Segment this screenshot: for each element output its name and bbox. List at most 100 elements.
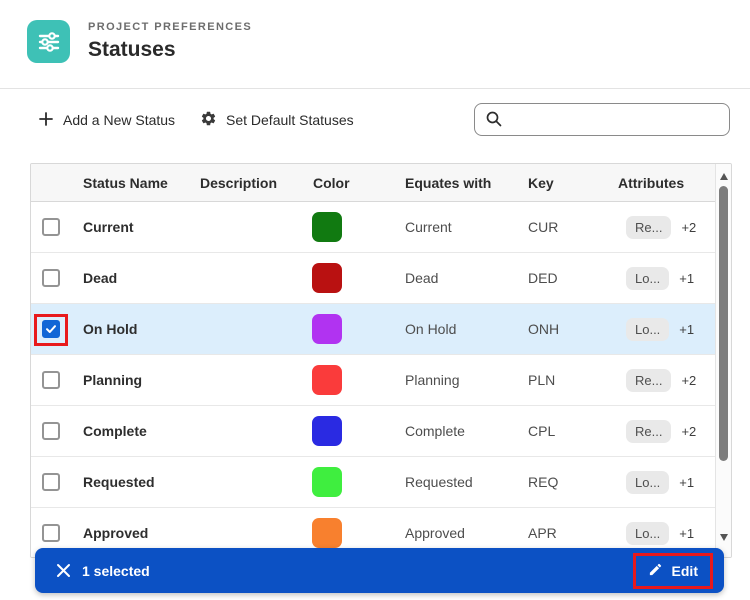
search-box <box>474 103 730 136</box>
attribute-chip[interactable]: Re... <box>626 419 672 443</box>
attributes-cell: Re... +2 <box>606 355 715 405</box>
table-row[interactable]: On Hold On Hold ONH Lo... +1 <box>31 304 715 355</box>
color-cell <box>301 202 393 252</box>
table-body: Current Current CUR Re... +2 Dead Dead D… <box>31 202 731 557</box>
color-cell <box>301 355 393 405</box>
color-cell <box>301 304 393 354</box>
search-icon <box>485 110 503 133</box>
color-cell <box>301 457 393 507</box>
equates-cell: Dead <box>405 270 439 286</box>
color-cell <box>301 253 393 303</box>
attribute-chip[interactable]: Re... <box>626 215 672 239</box>
color-swatch[interactable] <box>312 518 342 548</box>
color-swatch[interactable] <box>312 263 342 293</box>
checkbox-cell <box>31 253 71 303</box>
attribute-chip[interactable]: Lo... <box>626 470 670 494</box>
status-name: Requested <box>83 474 155 490</box>
checkbox-cell <box>31 508 71 557</box>
statuses-table: Status Name Description Color Equates wi… <box>30 163 732 558</box>
equates-cell: On Hold <box>405 321 457 337</box>
edit-button-label: Edit <box>671 562 698 579</box>
row-checkbox[interactable] <box>42 269 60 287</box>
key-cell: PLN <box>528 372 556 388</box>
table-header-row: Status Name Description Color Equates wi… <box>31 164 715 202</box>
key-cell: APR <box>528 525 557 541</box>
table-row[interactable]: Requested Requested REQ Lo... +1 <box>31 457 715 508</box>
checkbox-cell <box>31 304 71 354</box>
add-new-status-button[interactable]: Add a New Status <box>38 110 175 130</box>
plus-icon <box>38 111 54 130</box>
set-default-statuses-label: Set Default Statuses <box>226 112 354 128</box>
color-swatch[interactable] <box>312 467 342 497</box>
description-cell <box>188 406 301 456</box>
table-row[interactable]: Complete Complete CPL Re... +2 <box>31 406 715 457</box>
key-cell: CPL <box>528 423 556 439</box>
breadcrumb-category: PROJECT PREFERENCES <box>88 21 253 33</box>
equates-cell: Approved <box>405 525 465 541</box>
selected-count-label: 1 selected <box>82 562 150 579</box>
attribute-more: +1 <box>679 270 695 286</box>
selection-bar: 1 selected Edit <box>35 548 724 593</box>
page-title: Statuses <box>88 38 176 61</box>
search-input[interactable] <box>474 103 730 136</box>
scrollbar-thumb[interactable] <box>719 186 728 461</box>
key-cell: REQ <box>528 474 559 490</box>
status-name: On Hold <box>83 321 138 337</box>
status-name: Current <box>83 219 134 235</box>
selection-bar-left: 1 selected <box>35 563 150 579</box>
scroll-up-arrow-icon[interactable] <box>720 173 728 180</box>
attribute-chip[interactable]: Lo... <box>626 521 670 545</box>
color-swatch[interactable] <box>312 314 342 344</box>
attribute-more: +1 <box>679 474 695 490</box>
attributes-cell: Re... +2 <box>606 406 715 456</box>
checkbox-cell <box>31 202 71 252</box>
page-header: PROJECT PREFERENCES Statuses <box>0 0 750 89</box>
edit-button[interactable]: Edit <box>636 556 710 586</box>
status-name: Planning <box>83 372 143 388</box>
attribute-more: +2 <box>681 372 697 388</box>
column-header-description: Description <box>200 174 278 191</box>
description-cell <box>188 304 301 354</box>
row-checkbox[interactable] <box>42 473 60 491</box>
attribute-chip[interactable]: Lo... <box>626 317 670 341</box>
row-checkbox[interactable] <box>42 524 60 542</box>
equates-cell: Requested <box>405 474 473 490</box>
attribute-chip[interactable]: Re... <box>626 368 672 392</box>
table-row[interactable]: Dead Dead DED Lo... +1 <box>31 253 715 304</box>
add-new-status-label: Add a New Status <box>63 112 176 128</box>
table-scrollbar[interactable] <box>715 164 731 557</box>
color-cell <box>301 508 393 557</box>
row-checkbox[interactable] <box>42 422 60 440</box>
key-cell: DED <box>528 270 558 286</box>
attributes-cell: Lo... +1 <box>606 304 715 354</box>
table-row[interactable]: Current Current CUR Re... +2 <box>31 202 715 253</box>
column-header-status-name: Status Name <box>83 174 168 191</box>
equates-cell: Current <box>405 219 452 235</box>
row-checkbox[interactable] <box>42 371 60 389</box>
table-row[interactable]: Planning Planning PLN Re... +2 <box>31 355 715 406</box>
row-checkbox[interactable] <box>42 320 60 338</box>
key-cell: CUR <box>528 219 559 235</box>
description-cell <box>188 253 301 303</box>
attribute-more: +2 <box>681 219 697 235</box>
color-swatch[interactable] <box>312 212 342 242</box>
status-name: Dead <box>83 270 118 286</box>
description-cell <box>188 355 301 405</box>
set-default-statuses-button[interactable]: Set Default Statuses <box>200 110 354 130</box>
equates-cell: Planning <box>405 372 460 388</box>
attribute-chip[interactable]: Lo... <box>626 266 670 290</box>
checkbox-cell <box>31 406 71 456</box>
column-header-color: Color <box>313 174 350 191</box>
color-swatch[interactable] <box>312 365 342 395</box>
attributes-cell: Lo... +1 <box>606 457 715 507</box>
edit-annotation-box: Edit <box>632 552 713 589</box>
scroll-down-arrow-icon[interactable] <box>720 534 728 541</box>
gear-icon <box>200 110 217 130</box>
attributes-cell: Re... +2 <box>606 202 715 252</box>
checkbox-cell <box>31 355 71 405</box>
close-selection-button[interactable] <box>56 563 71 578</box>
row-checkbox[interactable] <box>42 218 60 236</box>
equates-cell: Complete <box>405 423 465 439</box>
color-swatch[interactable] <box>312 416 342 446</box>
